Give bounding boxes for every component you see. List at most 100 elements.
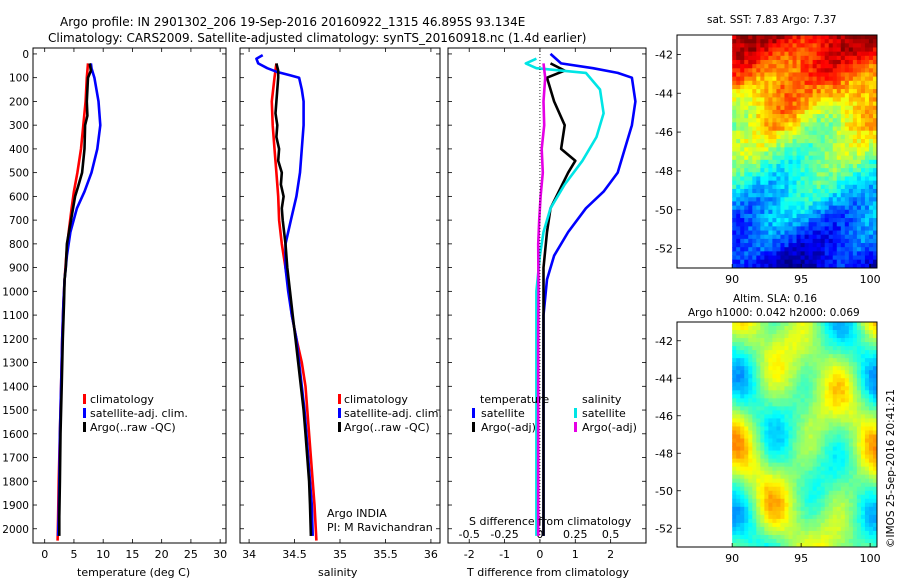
heatmap-cell (800, 80, 805, 86)
heatmap-cell (840, 390, 846, 395)
heatmap-cell (828, 84, 834, 90)
heatmap-cell (844, 151, 850, 157)
heatmap-cell (860, 159, 866, 165)
heatmap-cell (804, 542, 810, 548)
profile-line-temperature-argo-adj- (542, 62, 577, 536)
heatmap-cell (740, 193, 745, 198)
heatmap-cell (744, 538, 749, 544)
heatmap-cell (736, 530, 741, 536)
heatmap-cell (784, 426, 789, 431)
heatmap-cell (832, 188, 838, 194)
heatmap-cell (832, 39, 838, 44)
heatmap-cell (760, 530, 765, 536)
heatmap-cell (852, 43, 858, 48)
heatmap-cell (812, 251, 818, 256)
heatmap-cell (816, 394, 822, 399)
heatmap-cell (756, 180, 761, 186)
heatmap-cell (792, 366, 797, 371)
heatmap-cell (872, 494, 878, 500)
heatmap-cell (868, 143, 874, 148)
heatmap-cell (756, 80, 761, 86)
heatmap-cell (832, 382, 838, 387)
x-tick-label: 2 (607, 548, 614, 561)
heatmap-cell (844, 55, 850, 61)
heatmap-cell (792, 506, 797, 512)
heatmap-cell (872, 188, 878, 194)
heatmap-cell (820, 522, 826, 528)
heatmap-cell (812, 502, 818, 508)
heatmap-cell (748, 354, 753, 359)
heatmap-cell (872, 502, 878, 508)
heatmap-cell (788, 510, 793, 516)
heatmap-cell (844, 378, 850, 383)
heatmap-cell (752, 68, 757, 73)
heatmap-cell (872, 234, 878, 240)
heatmap-cell (856, 155, 862, 161)
heatmap-cell (768, 93, 773, 98)
heatmap-cell (864, 330, 870, 335)
heatmap-cell (824, 354, 830, 359)
heatmap-cell (780, 354, 785, 359)
heatmap-cell (792, 386, 797, 391)
heatmap-cell (780, 498, 785, 504)
heatmap-cell (764, 39, 769, 44)
heatmap-cell (744, 506, 749, 512)
heatmap-cell (768, 247, 773, 252)
heatmap-cell (784, 243, 789, 248)
heatmap-cell (792, 494, 797, 500)
heatmap-cell (852, 330, 858, 335)
heatmap-cell (860, 506, 866, 512)
heatmap-cell (776, 114, 781, 119)
heatmap-cell (844, 97, 850, 102)
heatmap-cell (740, 134, 745, 140)
heatmap-cell (732, 55, 737, 61)
heatmap-cell (808, 330, 814, 335)
heatmap-cell (776, 134, 781, 140)
heatmap-cell (800, 510, 805, 516)
heatmap-cell (744, 438, 749, 443)
heatmap-cell (852, 542, 858, 548)
heatmap-cell (856, 434, 862, 439)
heatmap-cell (772, 386, 777, 391)
heatmap-cell (740, 201, 745, 206)
heatmap-cell (788, 506, 793, 512)
heatmap-cell (848, 494, 854, 500)
heatmap-cell (836, 163, 842, 169)
heatmap-cell (788, 59, 793, 65)
heatmap-cell (872, 446, 878, 451)
heatmap-cell (864, 422, 870, 427)
heatmap-cell (816, 80, 822, 86)
heatmap-cell (808, 502, 814, 508)
heatmap-cell (736, 159, 741, 165)
heatmap-cell (868, 197, 874, 202)
heatmap-cell (816, 474, 822, 480)
heatmap-cell (796, 470, 801, 476)
heatmap-cell (768, 346, 773, 351)
heatmap-cell (812, 526, 818, 532)
heatmap-cell (852, 84, 858, 90)
heatmap-cell (772, 134, 777, 140)
heatmap-cell (848, 197, 854, 202)
heatmap-cell (740, 163, 745, 169)
heatmap-cell (856, 184, 862, 190)
heatmap-cell (844, 238, 850, 244)
heatmap-cell (856, 259, 862, 265)
heatmap-cell (796, 134, 801, 140)
heatmap-cell (808, 238, 814, 244)
heatmap-cell (824, 263, 830, 269)
heatmap-cell (832, 378, 838, 383)
heatmap-cell (776, 442, 781, 447)
heatmap-cell (832, 243, 838, 248)
heatmap-cell (856, 418, 862, 423)
heatmap-cell (836, 230, 842, 236)
heatmap-cell (776, 406, 781, 411)
depth-tick-label: 1400 (2, 381, 29, 393)
legend-swatch-satellite (83, 408, 86, 418)
heatmap-cell (748, 542, 753, 548)
heatmap-cell (796, 482, 801, 488)
heatmap-cell (788, 184, 793, 190)
heatmap-cell (764, 414, 769, 419)
heatmap-cell (848, 114, 854, 119)
profile-line-argo-raw-qc- (274, 63, 313, 536)
heatmap-cell (796, 130, 801, 136)
